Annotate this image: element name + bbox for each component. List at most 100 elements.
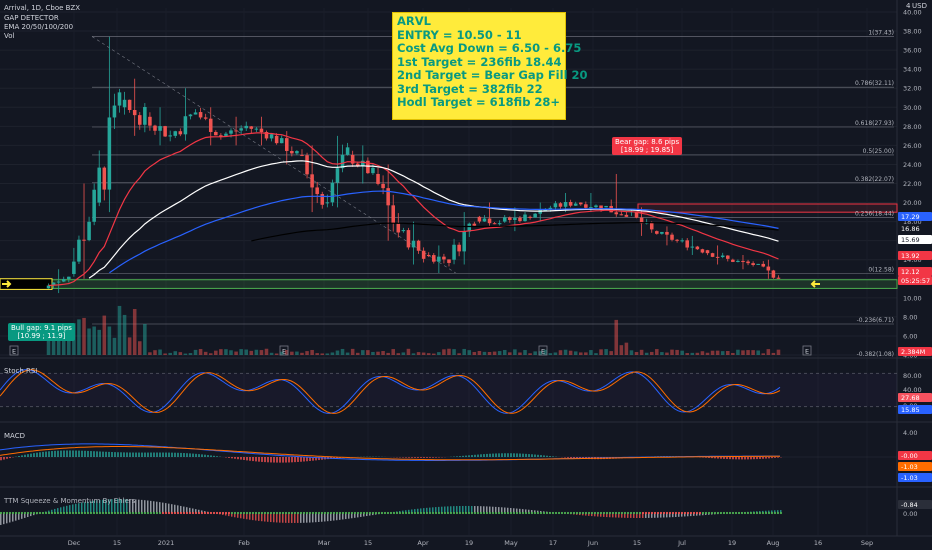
earnings-marker-letter: E	[541, 348, 545, 356]
macd-histogram-bar	[72, 450, 74, 457]
stoch-axis-label: 80.00	[903, 372, 922, 380]
ttm-momentum-bar	[228, 513, 230, 517]
volume-bar	[168, 352, 172, 355]
macd-histogram-bar	[711, 457, 713, 459]
candle-body	[771, 270, 776, 278]
volume-bar	[56, 329, 61, 355]
ttm-momentum-bar	[369, 513, 371, 516]
ttm-squeeze-dot	[578, 511, 582, 515]
macd-histogram-bar	[153, 452, 155, 457]
volume-bar	[426, 353, 431, 355]
ttm-squeeze-dot	[317, 511, 321, 515]
trade-plan-note[interactable]: ARVL ENTRY = 10.50 - 11 Cost Avg Down = …	[392, 12, 588, 120]
ttm-squeeze-dot	[779, 511, 783, 515]
ttm-squeeze-dot	[728, 511, 732, 515]
ttm-squeeze-dot	[683, 511, 687, 515]
volume-bar	[629, 350, 634, 355]
ttm-squeeze-dot	[314, 511, 318, 515]
ttm-momentum-bar	[639, 513, 641, 518]
ttm-momentum-bar	[243, 513, 245, 519]
volume-bar	[573, 351, 578, 355]
ttm-squeeze-dot	[677, 511, 681, 515]
ttm-squeeze-dot	[539, 511, 543, 515]
ttm-label[interactable]: TTM Squeeze & Momentum By Ehlers	[4, 497, 136, 505]
volume-bar	[290, 351, 294, 355]
macd-histogram-bar	[408, 457, 410, 458]
candle-body	[82, 239, 86, 241]
volume-bar	[715, 350, 720, 355]
ttm-squeeze-dot	[623, 511, 627, 515]
ttm-squeeze-dot	[491, 511, 495, 515]
ttm-squeeze-dot	[125, 511, 129, 515]
candle-body	[183, 116, 188, 135]
ttm-momentum-bar	[504, 507, 506, 513]
ttm-squeeze-dot	[251, 511, 255, 515]
ttm-momentum-bar	[69, 505, 71, 513]
macd-histogram-bar	[522, 453, 524, 457]
volume-bar	[411, 353, 416, 355]
price-axis-label: 40.00	[903, 9, 922, 17]
macd-histogram-bar	[534, 454, 536, 457]
ttm-momentum-bar	[357, 513, 359, 518]
ttm-squeeze-dot	[161, 511, 165, 515]
ttm-squeeze-dot	[527, 511, 531, 515]
candle-body	[690, 246, 695, 248]
ttm-squeeze-dot	[20, 511, 24, 515]
macd-histogram-bar	[336, 457, 338, 459]
candle-body	[366, 160, 370, 174]
ttm-momentum-bar	[252, 513, 254, 521]
macd-histogram-bar	[294, 457, 296, 463]
macd-histogram-bar	[405, 457, 407, 458]
macd-histogram-bar	[177, 452, 179, 457]
volume-bar	[660, 352, 664, 355]
ttm-momentum-bar	[225, 513, 227, 516]
ttm-momentum-bar	[336, 513, 338, 521]
ttm-momentum-bar	[414, 509, 416, 513]
ttm-momentum-bar	[768, 510, 770, 513]
ttm-squeeze-dot	[656, 511, 660, 515]
ttm-momentum-bar	[291, 513, 293, 523]
macd-histogram-bar	[3, 457, 5, 460]
volume-bar	[112, 337, 117, 355]
volume-bar	[543, 349, 548, 355]
volume-bar	[183, 353, 188, 355]
macd-histogram-bar	[753, 457, 755, 460]
ttm-squeeze-dot	[311, 511, 315, 515]
ttm-momentum-bar	[612, 513, 614, 518]
macd-histogram-bar	[732, 457, 734, 460]
indicator-volume[interactable]: Vol	[4, 32, 15, 40]
macd-label[interactable]: MACD	[4, 432, 25, 440]
macd-histogram-bar	[78, 450, 80, 457]
volume-bar	[513, 349, 517, 355]
indicator-ema[interactable]: EMA 20/50/100/200	[4, 23, 74, 31]
stoch-rsi-label[interactable]: Stoch RSI	[4, 367, 38, 375]
ttm-squeeze-dot	[587, 511, 591, 515]
ttm-squeeze-dot	[671, 511, 675, 515]
candle-body	[482, 218, 487, 222]
macd-histogram-bar	[741, 457, 743, 460]
candle-body	[310, 174, 314, 188]
volume-bar	[731, 352, 735, 355]
macd-axis-label: 4.00	[903, 429, 917, 437]
candle-body	[295, 151, 299, 154]
ttm-squeeze-dot	[236, 511, 240, 515]
ttm-squeeze-dot	[17, 511, 21, 515]
candle-body	[285, 138, 289, 151]
ttm-momentum-bar	[669, 513, 671, 518]
ttm-squeeze-dot	[59, 511, 63, 515]
ttm-squeeze-dot	[662, 511, 666, 515]
macd-histogram-bar	[204, 454, 206, 457]
macd-histogram-bar	[9, 457, 11, 459]
macd-histogram-bar	[162, 452, 164, 457]
ttm-squeeze-dot	[593, 511, 597, 515]
ttm-squeeze-dot	[461, 511, 465, 515]
candle-body	[122, 99, 127, 108]
indicator-gap-detector[interactable]: GAP DETECTOR	[4, 14, 59, 22]
ttm-squeeze-dot	[173, 511, 177, 515]
macd-histogram-bar	[276, 457, 278, 463]
volume-bar	[249, 350, 254, 355]
ttm-squeeze-dot	[605, 511, 609, 515]
ttm-momentum-bar	[72, 504, 74, 513]
ttm-squeeze-dot	[203, 511, 207, 515]
